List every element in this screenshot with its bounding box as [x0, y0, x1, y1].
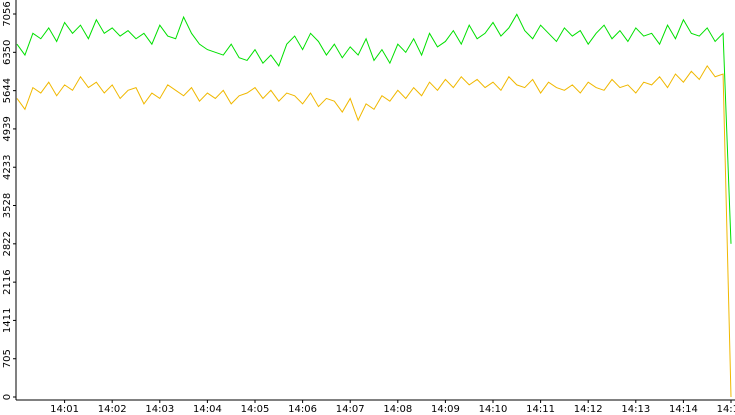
- x-tick-label: 14:06: [288, 404, 317, 415]
- y-tick-label: 2116: [2, 269, 13, 294]
- y-tick-label: 705: [2, 349, 13, 368]
- x-tick-label: 14:14: [669, 404, 698, 415]
- y-tick-label: 0: [2, 394, 13, 400]
- y-tick-label: 6350: [2, 40, 13, 65]
- y-tick-label: 3528: [2, 193, 13, 218]
- x-tick-label: 14:13: [621, 404, 650, 415]
- x-tick-label: 14:08: [383, 404, 412, 415]
- x-tick-label: 14:09: [431, 404, 460, 415]
- x-tick-label: 14:05: [241, 404, 270, 415]
- x-tick-label: 14:12: [574, 404, 603, 415]
- x-tick-label: 14:07: [336, 404, 365, 415]
- x-tick-label: 14:04: [193, 404, 222, 415]
- y-tick-label: 2822: [2, 231, 13, 256]
- y-tick-label: 4939: [2, 116, 13, 141]
- x-tick-label: 14:03: [145, 404, 174, 415]
- y-tick-label: 7056: [2, 1, 13, 26]
- x-tick-label: 14:02: [98, 404, 127, 415]
- x-tick-label: 14:11: [526, 404, 555, 415]
- series-line: [16, 64, 732, 398]
- y-tick-label: 4233: [2, 155, 13, 180]
- series-line: [16, 13, 732, 244]
- x-tick-label: 14:01: [50, 404, 79, 415]
- x-tick-label: 14:10: [479, 404, 508, 415]
- y-tick-label: 1411: [2, 308, 13, 333]
- x-tick-label: 14:15: [717, 404, 735, 415]
- y-tick-label: 5644: [2, 78, 13, 103]
